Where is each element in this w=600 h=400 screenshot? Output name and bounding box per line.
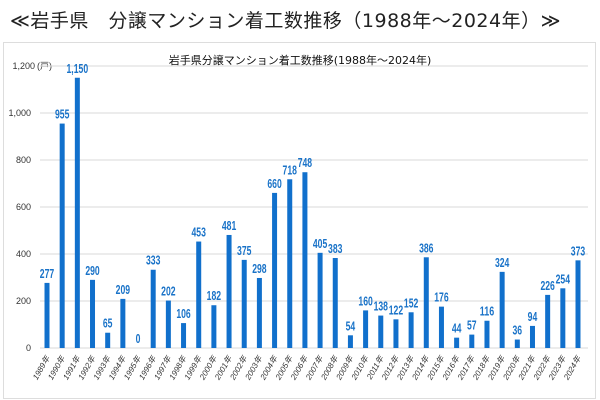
bar-1996年	[150, 269, 156, 348]
y-tick-label: 600	[16, 202, 31, 212]
data-label: 152	[404, 295, 418, 310]
bar-1990年	[59, 123, 65, 348]
data-label: 660	[267, 176, 281, 191]
data-label: 44	[452, 321, 462, 336]
data-label: 481	[222, 218, 236, 233]
bar-2023年	[560, 288, 566, 348]
y-tick-label: 1,000	[8, 108, 31, 118]
data-label: 94	[528, 309, 538, 324]
bar-2024年	[575, 260, 581, 348]
data-label: 182	[207, 288, 221, 303]
data-label: 375	[237, 243, 251, 258]
bar-2019年	[499, 271, 505, 348]
bar-2022年	[545, 294, 551, 348]
y-tick-label: 1,200	[12, 61, 35, 71]
data-label: 36	[513, 323, 523, 338]
bar-1991年	[74, 77, 80, 348]
bar-2002年	[241, 259, 247, 348]
data-label: 160	[358, 293, 372, 308]
data-label: 748	[298, 155, 312, 170]
bar-1998年	[181, 323, 187, 348]
bar-2008年	[332, 257, 338, 348]
data-label: 383	[328, 241, 342, 256]
data-label: 277	[40, 266, 54, 281]
bar-2009年	[347, 335, 353, 348]
bar-2014年	[423, 257, 429, 348]
bar-2015年	[438, 306, 444, 348]
bar-1993年	[105, 332, 111, 348]
bar-2017年	[469, 334, 475, 348]
data-label: 1,150	[66, 61, 88, 76]
bar-2012年	[393, 319, 399, 348]
bar-1994年	[120, 298, 126, 348]
data-label: 106	[176, 306, 190, 321]
y-tick-label: 0	[26, 343, 31, 353]
data-label: 254	[556, 271, 571, 286]
data-label: 209	[116, 282, 130, 297]
data-label: 718	[283, 162, 297, 177]
data-label: 386	[419, 240, 433, 255]
bar-1992年	[90, 279, 96, 348]
data-label: 333	[146, 253, 160, 268]
bar-2005年	[287, 179, 293, 348]
bar-2016年	[454, 337, 460, 348]
data-label: 453	[192, 225, 206, 240]
bar-2001年	[226, 234, 232, 348]
data-label: 373	[571, 243, 585, 258]
data-label: 122	[389, 302, 403, 317]
data-label: 298	[252, 261, 266, 276]
bar-1997年	[165, 300, 171, 348]
bar-2018年	[484, 320, 490, 348]
data-label: 955	[55, 107, 69, 122]
bar-2004年	[272, 192, 278, 348]
data-label: 138	[374, 299, 388, 314]
y-tick-label: 200	[16, 296, 31, 306]
bar-2013年	[408, 312, 414, 348]
bar-1999年	[196, 241, 202, 348]
bar-2007年	[317, 252, 323, 348]
data-label: 116	[480, 304, 494, 319]
data-label: 0	[136, 331, 141, 346]
data-label: 226	[540, 278, 554, 293]
bar-2003年	[256, 277, 262, 348]
data-label: 176	[434, 290, 448, 305]
page-title: ≪岩手県 分譲マンション着工数推移（1988年～2024年）≫	[10, 10, 561, 32]
data-label: 54	[346, 318, 356, 333]
bar-2010年	[363, 310, 369, 348]
y-tick-label: 400	[16, 249, 31, 259]
bar-2006年	[302, 172, 308, 348]
data-label: 405	[313, 236, 327, 251]
bar-2011年	[378, 315, 384, 348]
data-label: 290	[85, 263, 99, 278]
data-label: 202	[161, 284, 175, 299]
bar-2020年	[514, 339, 520, 348]
bar-2021年	[529, 325, 535, 348]
bar-2000年	[211, 305, 217, 348]
data-label: 65	[103, 316, 113, 331]
bar-1989年	[44, 282, 50, 348]
data-label: 57	[467, 318, 477, 333]
data-label: 324	[495, 255, 510, 270]
chart-title: 岩手県分譲マンション着工数推移(1988年～2024年)	[169, 53, 432, 67]
chart-frame	[3, 42, 596, 399]
y-tick-label: 800	[16, 155, 31, 165]
